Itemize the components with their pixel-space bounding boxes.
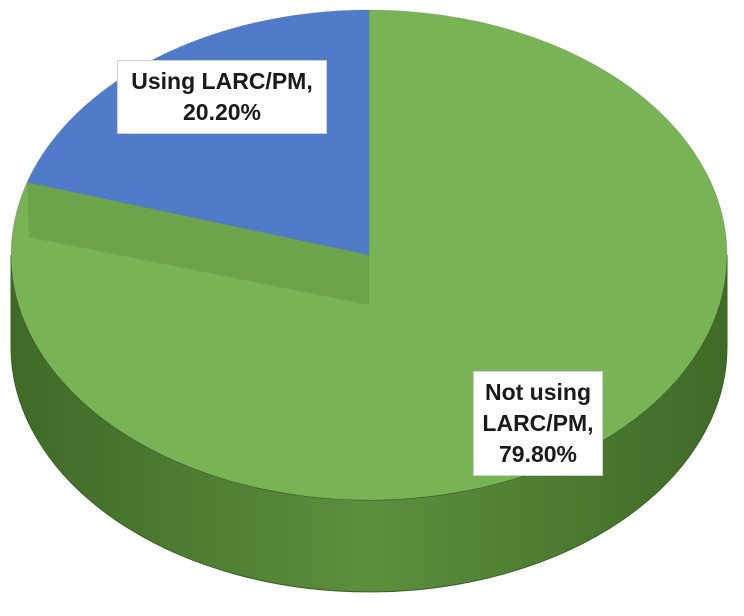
data-label: Not using LARC/PM, 79.80% bbox=[473, 371, 603, 476]
data-label: Using LARC/PM, 20.20% bbox=[117, 60, 327, 134]
label-value: 20.20% bbox=[182, 99, 261, 125]
label-category: Using LARC/PM, bbox=[131, 68, 313, 94]
slice-cut-wall bbox=[27, 182, 369, 305]
label-value: 79.80% bbox=[498, 441, 577, 467]
label-category: Not using LARC/PM, bbox=[482, 379, 594, 436]
